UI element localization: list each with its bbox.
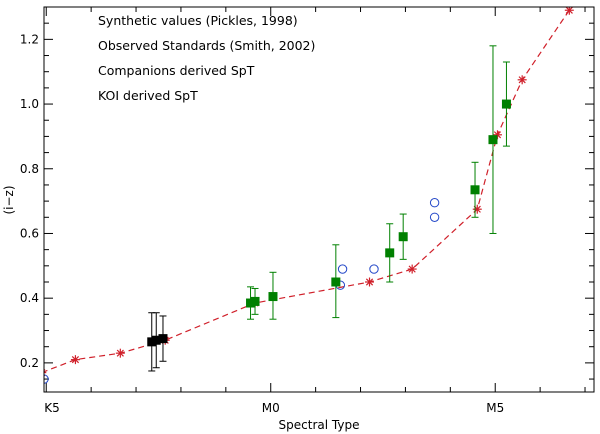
asterisk-stroke — [116, 349, 124, 357]
y-tick-label: 1.0 — [20, 97, 39, 111]
plot-area — [44, 7, 574, 384]
legend-entry-observed: Observed Standards (Smith, 2002) — [98, 38, 315, 53]
companion-point — [398, 232, 408, 242]
observed-point — [369, 264, 379, 274]
y-tick-label: 0.2 — [20, 356, 39, 370]
koi-point — [158, 334, 168, 344]
y-tick-label: 1.2 — [20, 32, 39, 46]
companion-point — [268, 292, 278, 302]
observed-point — [44, 374, 49, 384]
x-tick-label: M0 — [262, 401, 280, 415]
legend: Synthetic values (Pickles, 1998) Observe… — [98, 13, 315, 103]
asterisk-stroke — [518, 76, 526, 84]
y-tick-label: 0.6 — [20, 226, 39, 240]
tick-labels: K5 M0 M5 0.2 0.4 0.6 0.8 1.0 1.2 — [20, 32, 504, 415]
asterisk-stroke — [71, 356, 80, 364]
y-tick-label: 0.4 — [20, 291, 39, 305]
observed-point — [337, 264, 348, 274]
asterisk-stroke — [408, 265, 416, 273]
y-axis-label: (i−z) — [2, 185, 16, 214]
legend-entry-synthetic: Synthetic values (Pickles, 1998) — [98, 13, 298, 28]
synthetic-point — [115, 348, 125, 358]
asterisk-stroke — [565, 7, 573, 14]
koi-point — [151, 335, 161, 345]
synthetic-point — [472, 204, 482, 214]
synthetic-point — [407, 264, 417, 274]
companion-point — [250, 296, 260, 306]
companion-point — [488, 135, 498, 145]
x-tick-label: M5 — [486, 401, 504, 415]
companion-point — [501, 99, 511, 109]
synthetic-point — [44, 368, 47, 377]
tick-marks — [44, 6, 594, 392]
companion-point — [331, 277, 341, 287]
companion-point — [385, 248, 395, 258]
y-tick-label: 0.8 — [20, 162, 39, 176]
asterisk-stroke — [365, 278, 374, 286]
companion-point — [470, 185, 480, 195]
synthetic-point — [70, 355, 80, 365]
x-axis-label: Spectral Type — [279, 418, 360, 432]
x-tick-label: K5 — [44, 401, 60, 415]
synthetic-point — [365, 277, 375, 287]
plot-frame — [43, 6, 595, 393]
series-layer — [44, 7, 574, 384]
observed-point — [429, 198, 440, 208]
observed-point — [429, 212, 440, 222]
legend-entry-koi: KOI derived SpT — [98, 88, 198, 103]
legend-entry-companions: Companions derived SpT — [98, 63, 255, 78]
synthetic-point — [517, 75, 527, 85]
